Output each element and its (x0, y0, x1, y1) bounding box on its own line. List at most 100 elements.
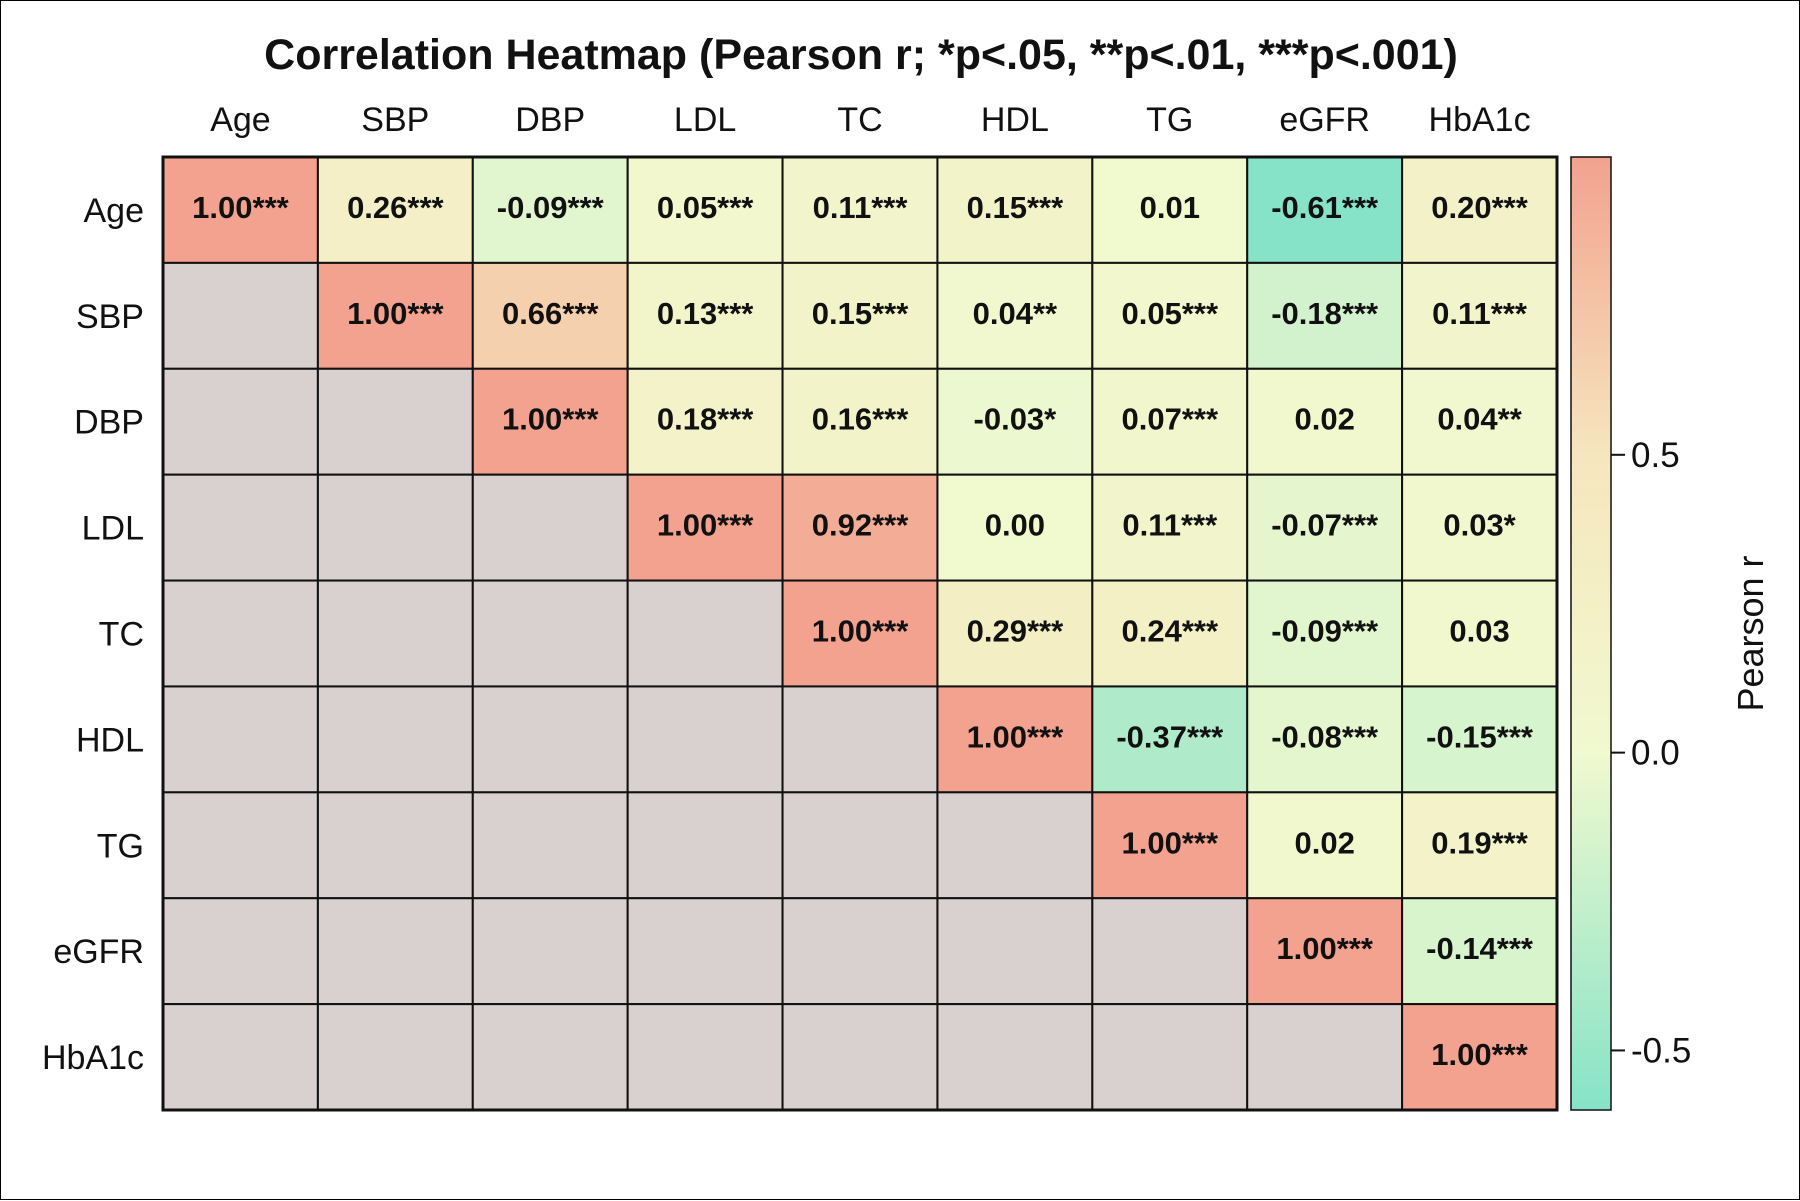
cell-value-label: 1.00*** (1431, 1037, 1528, 1072)
cell-value-label: 1.00*** (1276, 931, 1373, 966)
heatmap-cells (161, 155, 1559, 1112)
cell-value-label: 1.00*** (657, 508, 754, 543)
heatmap-cell (1401, 367, 1558, 476)
masked-cell (781, 1003, 939, 1111)
masked-cell (626, 897, 784, 1006)
heatmap-cell (162, 156, 319, 264)
masked-cell (781, 685, 939, 794)
y-tick-label: TC (99, 616, 144, 654)
masked-cell (162, 473, 319, 582)
masked-cell (1091, 1003, 1249, 1111)
cell-value-label: 0.11*** (1122, 508, 1218, 543)
colorbar: 0.5 0.0 -0.5 Pearson r (1570, 156, 1771, 1111)
x-tick-label: HbA1c (1429, 101, 1531, 139)
heatmap-cell (316, 156, 474, 264)
heatmap-cell (1246, 156, 1404, 264)
cell-value-label: 0.18*** (657, 402, 754, 437)
masked-cell (626, 791, 784, 900)
heatmap-cell (471, 367, 629, 476)
cell-value-label: -0.18*** (1271, 296, 1379, 331)
heatmap-cell (626, 156, 784, 264)
chart-title: Correlation Heatmap (Pearson r; *p<.05, … (264, 31, 1458, 79)
masked-cell (626, 1003, 784, 1111)
masked-cell (316, 791, 474, 900)
cell-value-label: 0.03 (1449, 614, 1509, 649)
masked-cell (162, 367, 319, 476)
masked-cell (781, 791, 939, 900)
cell-value-label: 1.00*** (967, 719, 1064, 754)
y-tick-label: Age (84, 192, 145, 230)
cell-value-label: 0.13*** (657, 296, 754, 331)
heatmap-cell-labels: 1.00*** 0.26*** -0.09*** 0.05*** 0.11*** 0.15… (192, 190, 1534, 1072)
masked-cell (936, 791, 1094, 900)
cell-value-label: 0.66*** (502, 296, 599, 331)
cell-value-label: -0.07*** (1271, 508, 1379, 543)
cell-value-label: 1.00*** (1122, 825, 1219, 860)
grid-border (161, 155, 1559, 1112)
cell-value-label: 0.07*** (1122, 402, 1219, 437)
masked-cell (936, 1003, 1094, 1111)
masked-cell (936, 897, 1094, 1006)
cell-value-label: 0.05*** (657, 190, 754, 225)
masked-cell (162, 579, 319, 688)
cell-value-label: -0.08*** (1271, 719, 1379, 754)
heatmap-cell (1091, 791, 1249, 900)
colorbar-ticks: 0.5 0.0 -0.5 (1611, 436, 1691, 1070)
heatmap-cell (936, 156, 1094, 264)
heatmap-cell (1246, 261, 1404, 370)
cell-value-label: 0.15*** (812, 296, 909, 331)
masked-cell (781, 897, 939, 1006)
y-tick-label: LDL (82, 510, 144, 548)
heatmap-cell (1091, 367, 1249, 476)
cell-value-label: -0.09*** (497, 190, 605, 225)
y-tick-label: HbA1c (42, 1039, 144, 1077)
y-tick-label: TG (97, 827, 144, 865)
heatmap-cell (1401, 261, 1558, 370)
masked-cell (471, 579, 629, 688)
heatmap-cell (936, 579, 1094, 688)
cell-value-label: 0.11*** (1432, 296, 1528, 331)
x-tick-label: DBP (515, 101, 585, 139)
masked-cell (316, 1003, 474, 1111)
masked-cell (471, 791, 629, 900)
masked-cell (1091, 897, 1249, 1006)
cell-value-label: 0.19*** (1431, 825, 1528, 860)
colorbar-gradient-bar (1570, 156, 1612, 1111)
cell-value-label: 0.00 (985, 508, 1045, 543)
cell-value-label: 0.15*** (967, 190, 1064, 225)
masked-cell (316, 685, 474, 794)
masked-cell (162, 261, 319, 370)
cell-value-label: 1.00*** (812, 614, 909, 649)
heatmap-cell (1401, 579, 1558, 688)
heatmap-cell (1401, 1003, 1558, 1111)
masked-cell (471, 1003, 629, 1111)
heatmap-cell (1401, 897, 1558, 1006)
x-tick-label: HDL (981, 101, 1049, 139)
masked-cell (162, 791, 319, 900)
cell-value-label: 0.16*** (812, 402, 909, 437)
heatmap-cell (1401, 473, 1558, 582)
cell-value-label: 0.02 (1294, 825, 1354, 860)
heatmap-cell (781, 261, 939, 370)
x-tick-label: Age (210, 101, 271, 139)
cell-value-label: 0.29*** (967, 614, 1064, 649)
heatmap-cell (1246, 685, 1404, 794)
colorbar-tick-label: 0.0 (1631, 734, 1680, 773)
masked-cell (626, 685, 784, 794)
cell-value-label: 0.01 (1140, 190, 1200, 225)
x-tick-label: eGFR (1279, 101, 1370, 139)
masked-cell (162, 1003, 319, 1111)
cell-value-label: -0.03* (974, 402, 1058, 437)
cell-value-label: 1.00*** (192, 190, 289, 225)
heatmap-cell (626, 367, 784, 476)
cell-value-label: 0.02 (1294, 402, 1354, 437)
cell-value-label: 0.24*** (1122, 614, 1219, 649)
x-axis-labels: Age SBP DBP LDL TC HDL TG eGFR HbA1c (210, 101, 1530, 139)
y-tick-label: HDL (76, 721, 144, 759)
cell-value-label: 1.00*** (347, 296, 444, 331)
masked-cell (471, 897, 629, 1006)
masked-cell (1246, 1003, 1404, 1111)
colorbar-tick-label: 0.5 (1631, 436, 1680, 475)
cell-value-label: 0.05*** (1122, 296, 1219, 331)
